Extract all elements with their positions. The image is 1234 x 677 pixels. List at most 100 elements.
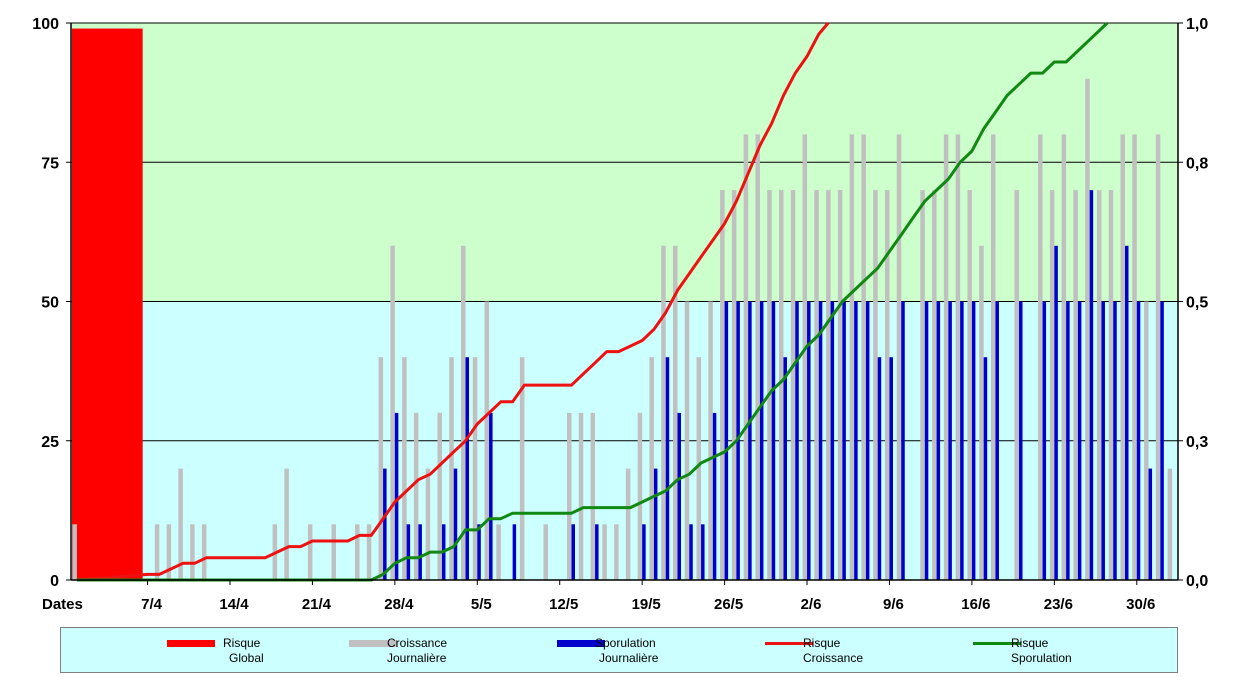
legend-label-risque-croissance: Risque Croissance	[803, 636, 863, 666]
sporulation-bar	[724, 301, 729, 580]
risk-lines	[76, 21, 1109, 582]
x-tick-label: 12/5	[549, 596, 578, 613]
sporulation-bar	[465, 357, 470, 580]
y-left-ticks: 0 25 50 75 100	[32, 16, 71, 590]
sporulation-bar	[948, 301, 952, 580]
x-ticks: 7/4 14/4 21/4 28/4 5/5 12/5 19/5 26/5 2/6 9/6 16/6…	[141, 580, 1155, 613]
sporulation-bar	[1054, 245, 1058, 581]
croissance-bar	[519, 357, 525, 580]
x-tick-label: 7/4	[141, 596, 163, 613]
croissance-bar	[614, 524, 619, 580]
legend-swatch-sporulation	[557, 640, 605, 647]
sporulation-bar	[1125, 245, 1129, 581]
sporulation-bar	[830, 301, 835, 580]
croissance-bar	[637, 412, 643, 580]
croissance-bar	[590, 412, 596, 580]
legend-label-croissance: Croissance Journalière	[387, 636, 447, 666]
x-axis-label: Dates	[42, 596, 83, 613]
risque-global-bar	[72, 28, 143, 580]
croissance-bar	[449, 357, 454, 580]
sporulation-bar	[877, 357, 882, 580]
sporulation-bar	[489, 412, 493, 580]
y-right-ticks: 0,0 0,3 0,5 0,8 1,0	[1178, 16, 1208, 590]
sporulation-bar	[701, 524, 705, 580]
croissance-bar	[708, 301, 713, 580]
croissance-bar	[1167, 468, 1173, 580]
sporulation-bar	[512, 524, 517, 580]
croissance-bar	[413, 412, 419, 580]
croissance-bar	[578, 412, 584, 580]
sporulation-bars	[383, 190, 1164, 581]
x-tick-label: 23/6	[1044, 596, 1073, 613]
sporulation-bar	[477, 524, 481, 580]
sporulation-bar	[842, 301, 846, 580]
sporulation-bar	[865, 301, 870, 580]
sporulation-bar	[653, 468, 658, 580]
x-tick-label: 19/5	[632, 596, 661, 613]
croissance-bar	[967, 190, 972, 580]
sporulation-bar	[783, 357, 787, 580]
sporulation-bar	[759, 301, 764, 580]
sporulation-bar	[771, 301, 776, 580]
croissance-bar	[390, 245, 395, 581]
x-tick-label: 28/4	[384, 596, 414, 613]
croissance-bar	[778, 190, 784, 580]
croissance-bar	[307, 524, 313, 580]
croissance-bar	[684, 301, 690, 580]
sporulation-bar	[1089, 190, 1094, 580]
croissance-bar	[649, 357, 654, 580]
croissance-bar	[543, 524, 548, 580]
croissance-bar	[331, 524, 336, 580]
y-left-tick-label: 25	[41, 434, 59, 451]
croissance-bar	[849, 134, 855, 580]
legend-line: Global	[229, 651, 264, 665]
sporulation-bar	[960, 301, 964, 580]
legend-label-sporulation: Sporulation Journalière	[595, 636, 658, 666]
croissance-bar	[496, 524, 501, 580]
sporulation-bar	[665, 357, 670, 580]
croissance-bar	[1085, 78, 1090, 580]
croissance-bar	[472, 357, 478, 580]
croissance-bar	[378, 357, 384, 580]
risk-chart: 0 25 50 75 100 0,0 0,3 0,5 0,8 1,0 7/4 14/4 21/4 28…	[32, 16, 1208, 613]
legend-line: Croissance	[803, 651, 864, 665]
legend: Risque Global Croissance Journalière Spo…	[60, 627, 1178, 673]
legend-swatch-risque-sporulation	[973, 642, 1021, 645]
sporulation-bar	[394, 412, 399, 580]
x-tick-label: 30/6	[1126, 596, 1155, 613]
croissance-bar	[1132, 134, 1137, 580]
croissance-bar	[484, 301, 490, 580]
sporulation-bar	[971, 301, 976, 580]
croissance-bar	[932, 190, 937, 580]
croissance-bar	[72, 524, 77, 580]
croissance-bar	[425, 468, 431, 580]
sporulation-bar	[1113, 301, 1117, 580]
sporulation-bar	[889, 357, 893, 580]
croissance-bar	[743, 134, 749, 580]
croissance-bar	[955, 134, 961, 580]
croissance-bar	[979, 245, 984, 581]
croissance-bar	[1073, 190, 1078, 580]
croissance-bar	[402, 357, 407, 580]
sporulation-bar	[571, 524, 576, 580]
croissance-bar	[861, 134, 866, 580]
x-tick-label: 2/6	[801, 596, 822, 613]
croissance-bar	[755, 134, 760, 580]
sporulation-bar	[854, 301, 858, 580]
croissance-bar	[790, 190, 796, 580]
croissance-bar	[943, 134, 949, 580]
sporulation-bar	[936, 301, 941, 580]
risque-croissance-line	[76, 22, 830, 582]
y-left-tick-label: 75	[41, 155, 59, 172]
croissance-bar	[1096, 190, 1102, 580]
sporulation-bar	[1101, 301, 1105, 580]
croissance-bar	[731, 190, 737, 580]
croissance-bar	[366, 524, 372, 580]
legend-line: Risque	[803, 636, 841, 650]
croissance-bar	[884, 190, 890, 580]
croissance-bar	[1061, 134, 1067, 580]
croissance-bar	[672, 245, 678, 581]
y-right-tick-label: 0,8	[1186, 155, 1208, 172]
croissance-bar	[1014, 190, 1020, 580]
croissance-bar	[625, 468, 631, 580]
